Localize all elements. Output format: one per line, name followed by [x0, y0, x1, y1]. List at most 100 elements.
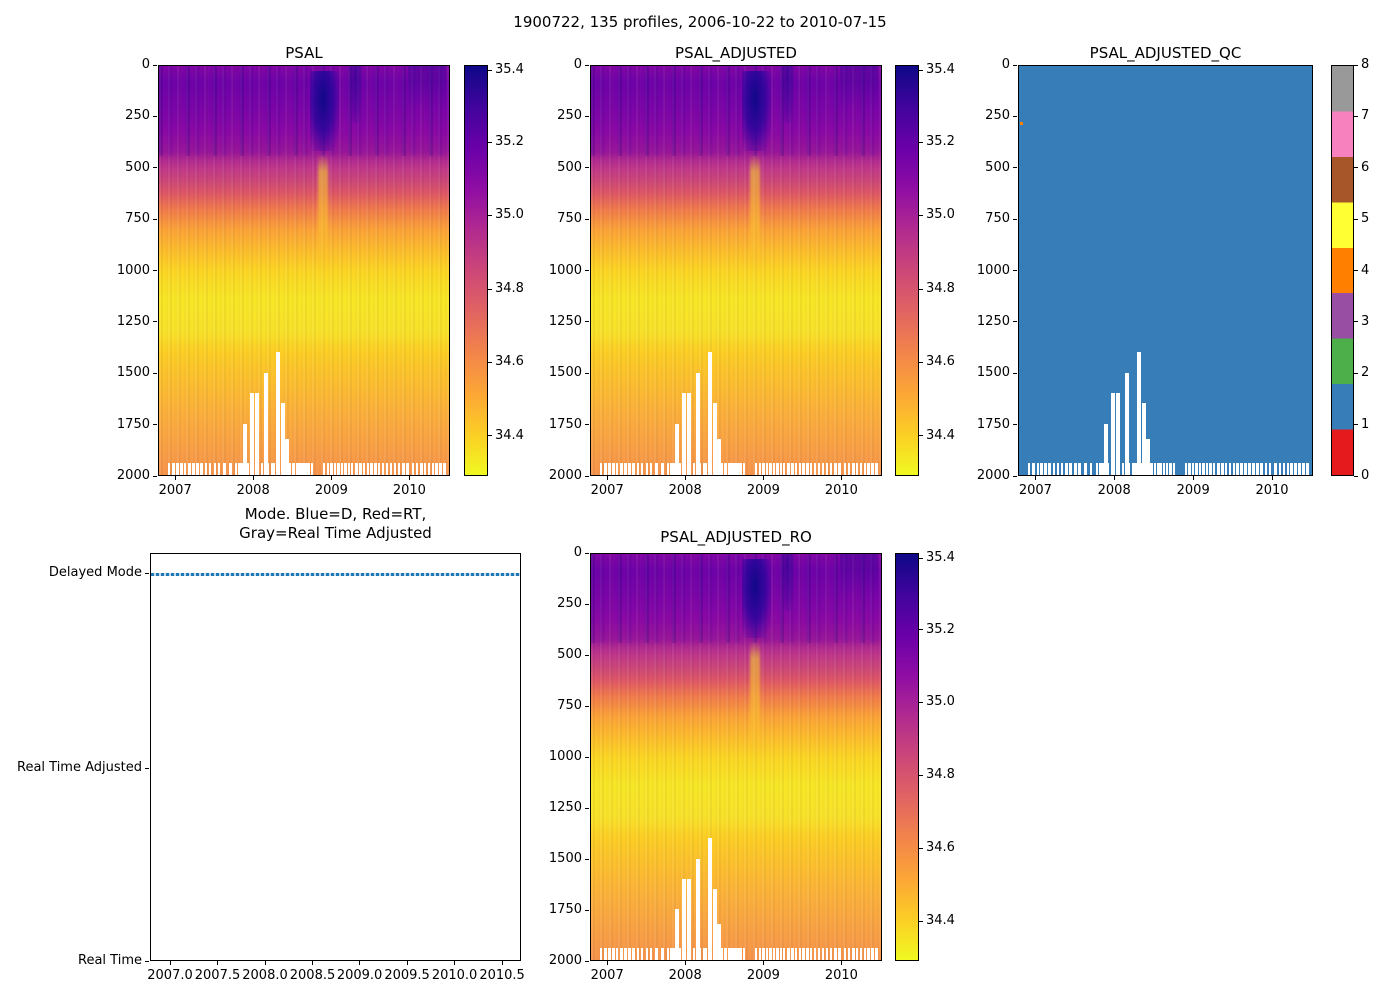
depth-tick-mark	[585, 654, 589, 656]
missing-data-bar	[632, 947, 635, 960]
depth-tick-mark	[1013, 321, 1017, 323]
missing-data-bar	[192, 462, 195, 475]
depth-tick-label: 0	[573, 57, 582, 72]
mode-x-tick-label: 2007.5	[194, 968, 241, 983]
missing-data-bar	[649, 947, 653, 960]
missing-data-bar	[863, 462, 867, 475]
missing-data-bar-tall	[263, 372, 268, 475]
year-tick-mark	[684, 961, 686, 965]
depth-tick-label: 1500	[548, 365, 582, 381]
missing-data-bar	[754, 947, 758, 960]
missing-data-bar-tall	[243, 423, 248, 475]
qc-colorbar-tick-label: 7	[1361, 108, 1370, 124]
missing-data-bar	[636, 462, 640, 475]
colorbar-tick-label: 35.4	[495, 62, 524, 78]
depth-tick-label: 1500	[116, 365, 150, 381]
panel-title-psal-adjusted-qc: PSAL_ADJUSTED_QC	[1089, 44, 1242, 62]
missing-data-bar	[608, 947, 611, 960]
mode-x-tick-mark	[312, 961, 313, 965]
mode-y-tick-mark	[145, 767, 149, 769]
colorbar-tick-mark	[919, 361, 923, 363]
missing-data-bar	[620, 947, 623, 960]
depth-tick-label: 1250	[116, 313, 150, 329]
missing-data-bar	[298, 462, 301, 475]
missing-data-bar	[809, 462, 813, 475]
mode-y-tick-mark	[145, 960, 149, 962]
mode-x-tick-label: 2010.0	[431, 968, 478, 983]
missing-data-bar	[1052, 462, 1056, 475]
missing-data-bar	[776, 462, 779, 475]
missing-data-bar	[838, 947, 841, 960]
qc-colorbar-tick-label: 3	[1361, 313, 1370, 329]
missing-data-bar	[1278, 462, 1282, 475]
colorbar-tick-label: 34.4	[926, 427, 955, 443]
missing-data-bar	[765, 947, 769, 960]
mode-x-tick-label: 2008.0	[242, 968, 288, 983]
missing-data-bar	[604, 462, 607, 475]
year-tick-label: 2007	[158, 483, 192, 498]
missing-data-bar	[1195, 462, 1198, 475]
feature-dark-wash	[840, 554, 879, 595]
mode-x-tick-mark	[217, 961, 218, 965]
missing-data-bar	[758, 947, 762, 960]
missing-data-bar	[730, 947, 733, 960]
feature-fresh-plume	[749, 153, 760, 273]
missing-data-bar	[415, 462, 419, 475]
missing-data-bar	[730, 462, 733, 475]
missing-data-bar	[288, 462, 292, 475]
missing-data-bar	[806, 462, 809, 475]
missing-data-bar	[813, 947, 817, 960]
colorbar-tick-label: 35.4	[926, 62, 955, 78]
missing-data-bar	[772, 462, 776, 475]
colorbar-tick-mark	[919, 69, 923, 71]
missing-data-bar	[359, 462, 362, 475]
missing-data-bar	[1056, 462, 1059, 475]
colorbar-tick-label: 34.4	[495, 427, 524, 443]
missing-data-bar	[702, 947, 706, 960]
missing-data-bar	[825, 947, 829, 960]
missing-data-bar	[1294, 462, 1297, 475]
depth-tick-label: 750	[557, 211, 582, 227]
missing-data-bar-tall	[1104, 423, 1109, 475]
heatmap-psal-adjusted	[590, 65, 882, 476]
missing-data-bar	[1205, 462, 1209, 475]
feature-dark-blob	[309, 70, 339, 151]
missing-data-bar	[1060, 462, 1064, 475]
colorbar-tick-mark	[919, 557, 923, 559]
year-tick-label: 2009	[314, 483, 348, 498]
missing-data-bar	[1153, 462, 1157, 475]
missing-data-bar	[1302, 462, 1305, 475]
qc-colorbar-tick-label: 8	[1361, 57, 1370, 72]
missing-data-bar	[875, 462, 878, 475]
depth-tick-label: 1500	[548, 851, 582, 866]
depth-tick-label: 1750	[116, 416, 150, 432]
qc-colorbar-tick-mark	[1354, 218, 1358, 220]
missing-data-bar	[742, 947, 746, 960]
missing-data-bar	[330, 462, 333, 475]
depth-tick-mark	[585, 552, 589, 554]
missing-data-bar	[802, 462, 805, 475]
missing-data-bar-tall	[250, 393, 255, 475]
qc-colorbar-tick-label: 4	[1361, 262, 1370, 278]
missing-data-bar	[704, 462, 708, 475]
missing-data-bar	[645, 947, 649, 960]
panel-title-psal: PSAL	[285, 44, 323, 62]
missing-data-bar	[1184, 462, 1188, 475]
missing-data-bar	[825, 462, 829, 475]
depth-tick-label: 250	[125, 108, 150, 124]
missing-data-bar	[443, 462, 446, 475]
missing-data-bar	[200, 462, 203, 475]
depth-tick-label: 0	[573, 545, 582, 560]
depth-tick-mark	[153, 321, 157, 323]
missing-data-bar-tall	[682, 393, 687, 475]
depth-tick-mark	[153, 270, 157, 271]
colorbar-tick-mark	[488, 141, 492, 143]
missing-data-bar	[196, 462, 199, 475]
heatmap-psal-adjusted-qc	[1018, 65, 1313, 476]
missing-data-bar	[362, 462, 366, 475]
missing-data-bar	[167, 462, 171, 475]
missing-data-bar	[612, 462, 615, 475]
missing-data-bar	[217, 462, 221, 475]
missing-data-bar	[669, 462, 673, 475]
missing-data-bar	[727, 947, 731, 960]
